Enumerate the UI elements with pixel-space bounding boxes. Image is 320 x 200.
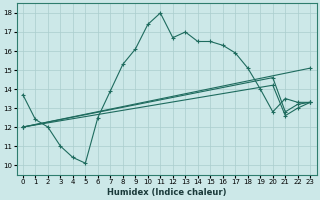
X-axis label: Humidex (Indice chaleur): Humidex (Indice chaleur) — [107, 188, 226, 197]
